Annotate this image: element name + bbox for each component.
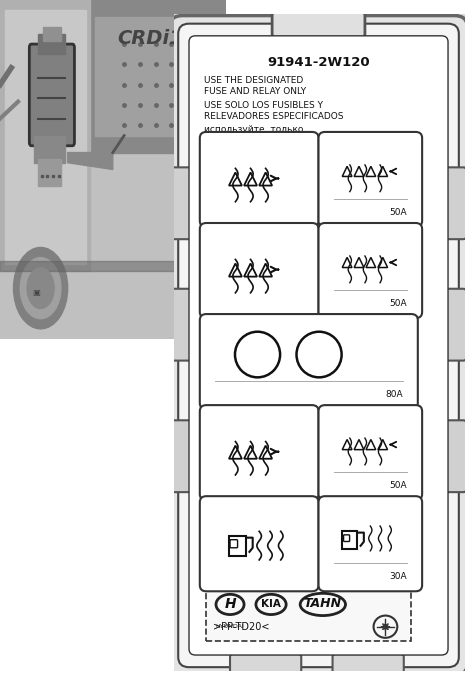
FancyBboxPatch shape bbox=[171, 420, 196, 492]
Text: 50A: 50A bbox=[389, 481, 407, 490]
FancyBboxPatch shape bbox=[200, 132, 319, 227]
FancyBboxPatch shape bbox=[178, 24, 459, 667]
Text: FUSE AND RELAY ONLY: FUSE AND RELAY ONLY bbox=[204, 87, 306, 96]
FancyBboxPatch shape bbox=[200, 405, 319, 500]
FancyBboxPatch shape bbox=[171, 289, 196, 361]
Bar bbox=[0, 0, 90, 271]
Polygon shape bbox=[68, 153, 113, 170]
FancyBboxPatch shape bbox=[319, 132, 422, 227]
Text: USE THE DESIGNATED: USE THE DESIGNATED bbox=[204, 77, 303, 85]
Text: предохранители  и  реле: предохранители и реле bbox=[204, 147, 324, 156]
FancyBboxPatch shape bbox=[319, 223, 422, 318]
Circle shape bbox=[14, 247, 68, 329]
Text: используйте  только: используйте только bbox=[204, 125, 304, 134]
FancyBboxPatch shape bbox=[200, 496, 319, 591]
FancyBboxPatch shape bbox=[200, 314, 418, 409]
Bar bbox=[342, 531, 357, 549]
Bar bbox=[34, 136, 65, 163]
FancyBboxPatch shape bbox=[272, 12, 365, 38]
Text: >PP-TD20<: >PP-TD20< bbox=[213, 622, 269, 632]
FancyBboxPatch shape bbox=[333, 654, 404, 674]
FancyBboxPatch shape bbox=[189, 36, 448, 655]
Bar bbox=[0, 261, 226, 271]
Text: H: H bbox=[224, 597, 236, 612]
FancyBboxPatch shape bbox=[440, 289, 466, 361]
Text: USE SOLO LOS FUSIBLES Y: USE SOLO LOS FUSIBLES Y bbox=[204, 100, 323, 110]
Text: ▣: ▣ bbox=[33, 288, 40, 297]
Text: HYUNDAI: HYUNDAI bbox=[216, 624, 244, 629]
Bar bbox=[206, 589, 411, 641]
FancyBboxPatch shape bbox=[319, 496, 422, 591]
FancyBboxPatch shape bbox=[160, 7, 470, 678]
Text: предназначенные: предназначенные bbox=[204, 136, 291, 145]
FancyBboxPatch shape bbox=[230, 654, 301, 674]
Text: 50A: 50A bbox=[389, 299, 407, 308]
Bar bbox=[229, 536, 246, 556]
Text: CRDi1e: CRDi1e bbox=[118, 29, 196, 48]
Text: KIA: KIA bbox=[261, 599, 281, 610]
FancyBboxPatch shape bbox=[170, 16, 468, 675]
Bar bbox=[43, 27, 61, 41]
FancyBboxPatch shape bbox=[200, 223, 319, 318]
Text: 80A: 80A bbox=[385, 390, 403, 399]
Text: 50A: 50A bbox=[389, 208, 407, 217]
Bar bbox=[39, 159, 61, 186]
Bar bbox=[95, 17, 221, 136]
FancyBboxPatch shape bbox=[171, 167, 196, 239]
Bar bbox=[39, 34, 65, 54]
Text: 91941-2W120: 91941-2W120 bbox=[267, 56, 370, 69]
Circle shape bbox=[20, 258, 61, 319]
Text: TAHN: TAHN bbox=[304, 597, 342, 610]
FancyBboxPatch shape bbox=[440, 167, 466, 239]
FancyBboxPatch shape bbox=[319, 405, 422, 500]
Bar bbox=[86, 0, 226, 153]
Text: RELEVADORES ESPECIFICADOS: RELEVADORES ESPECIFICADOS bbox=[204, 112, 344, 121]
FancyBboxPatch shape bbox=[29, 44, 74, 146]
FancyBboxPatch shape bbox=[440, 420, 466, 492]
Circle shape bbox=[27, 268, 54, 308]
Text: 30A: 30A bbox=[389, 572, 407, 581]
Bar bbox=[5, 10, 86, 264]
